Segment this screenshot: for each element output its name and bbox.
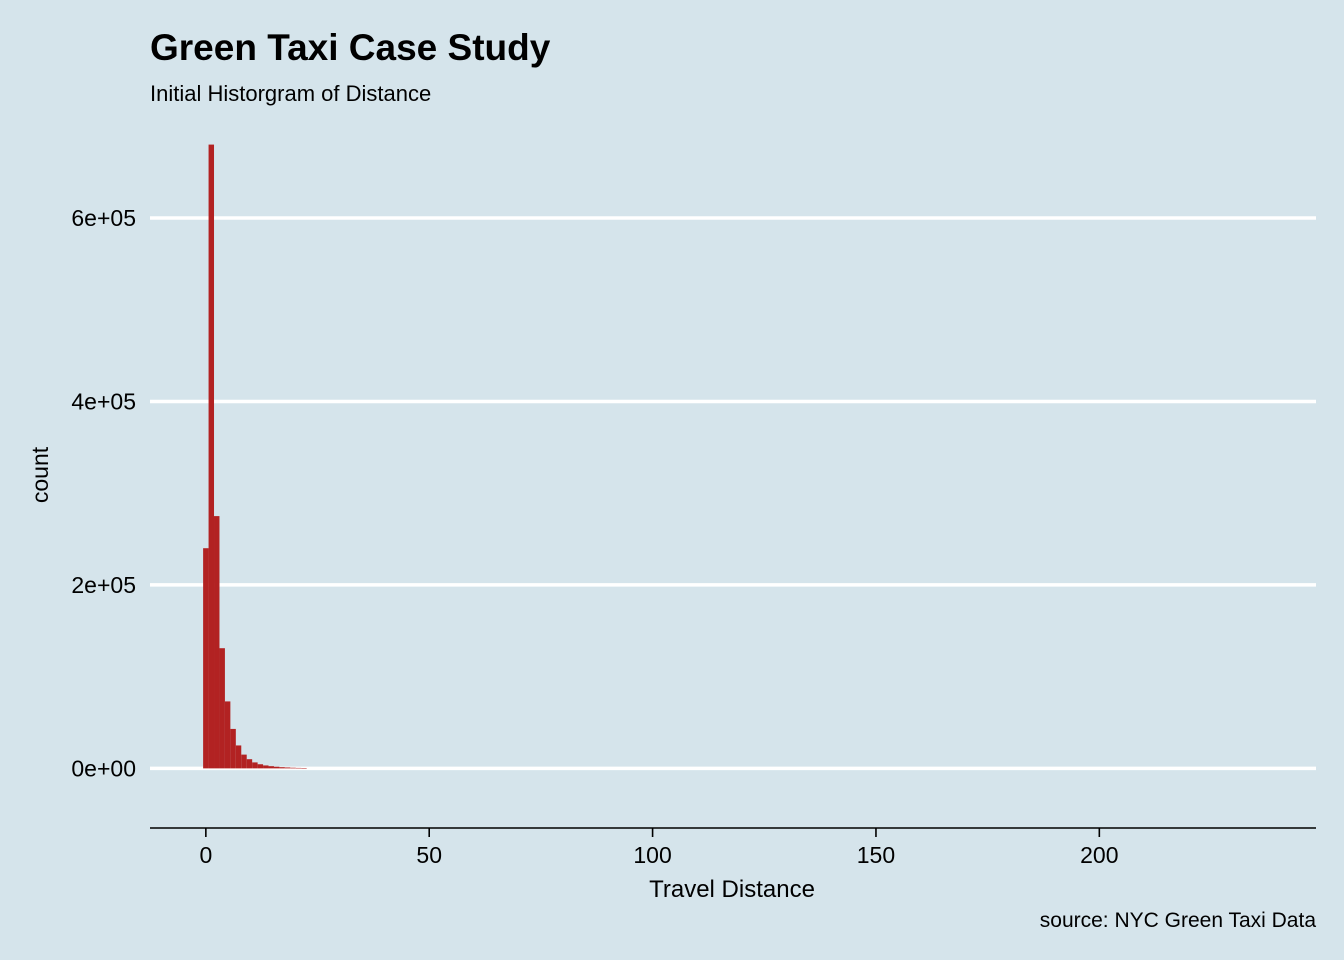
x-tick-label-4: 200 [1080, 842, 1118, 868]
histogram-bar [224, 701, 231, 769]
chart-subtitle: Initial Historgram of Distance [150, 81, 432, 106]
chart-title: Green Taxi Case Study [150, 27, 551, 68]
histogram-bar [252, 762, 258, 769]
histogram-bar [246, 759, 253, 769]
x-tick-label-2: 100 [633, 842, 671, 868]
y-tick-label-0: 0e+00 [71, 755, 136, 781]
histogram-bar [284, 767, 291, 769]
chart-caption: source: NYC Green Taxi Data [1039, 909, 1316, 932]
histogram-bar [208, 144, 215, 769]
histogram-bar [241, 754, 247, 769]
histogram-bar [279, 767, 285, 769]
histogram-bar [214, 516, 220, 769]
histogram-bar [230, 728, 236, 769]
histogram-bar [301, 768, 307, 769]
gridlines [150, 216, 1316, 771]
x-tick-label-3: 150 [857, 842, 895, 868]
histogram-bars [203, 144, 307, 769]
histogram-bar [257, 764, 264, 769]
y-tick-label-2: 4e+05 [71, 388, 136, 414]
x-tick-label-0: 0 [199, 842, 212, 868]
x-tick-label-1: 50 [416, 842, 442, 868]
x-axis-label: Travel Distance [649, 876, 815, 903]
histogram-bar [263, 765, 269, 769]
y-tick-label-3: 6e+05 [71, 205, 136, 231]
histogram-bar [295, 767, 302, 769]
histogram-bar [235, 745, 242, 769]
y-axis-ticks: 0e+00 2e+05 4e+05 6e+05 [71, 205, 136, 781]
y-tick-label-1: 2e+05 [71, 572, 136, 598]
histogram-bar [268, 766, 274, 769]
x-axis-ticks: 0 50 100 150 200 [199, 828, 1119, 868]
histogram-bar [219, 648, 225, 769]
histogram-bar [203, 548, 209, 769]
histogram-bar [290, 767, 296, 769]
histogram-bar [273, 766, 280, 769]
